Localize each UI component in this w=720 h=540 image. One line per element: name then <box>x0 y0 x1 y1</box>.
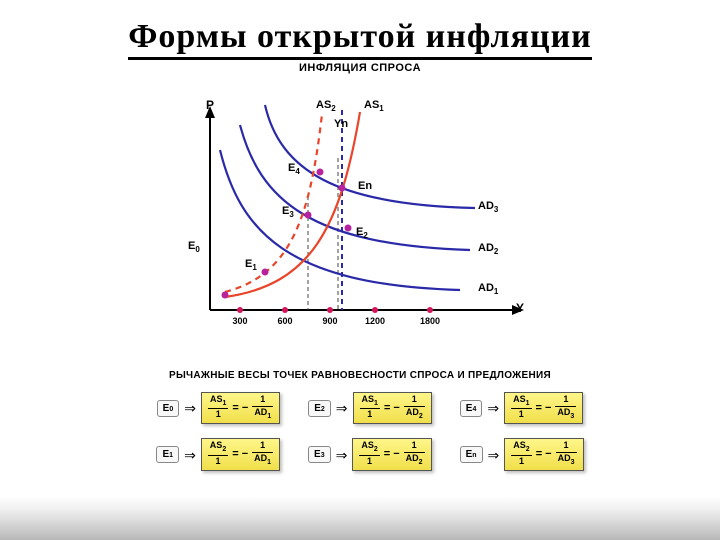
fraction: AS11 <box>511 395 531 420</box>
arrow-icon: ⇒ <box>336 401 348 415</box>
eq-label-E2: E2 <box>356 226 368 240</box>
as-label-AS2: AS2 <box>316 99 336 113</box>
eq-label-En: En <box>358 180 372 192</box>
x-tick-1800: 1800 <box>415 316 445 326</box>
equals-text: = − <box>228 448 252 460</box>
fraction: 1AD2 <box>404 395 425 420</box>
formula-point-label: E0 <box>157 400 180 417</box>
chart-svg <box>170 100 550 350</box>
page-title: Формы открытой инфляции <box>0 0 720 56</box>
formula-point-label: En <box>460 446 483 463</box>
arrow-icon: ⇒ <box>184 448 196 462</box>
formula-box: AS11= −1AD1 <box>201 392 280 424</box>
x-axis-label: Y <box>516 301 524 315</box>
formula-row-1: E1⇒AS21= −1AD1E3⇒AS21= −1AD2En⇒AS21= −1A… <box>90 438 650 470</box>
formula-E1: E1 ⇒ AS21= −1AD1 <box>156 438 280 470</box>
formula-row-0: E0⇒AS11= −1AD1E2⇒AS11= −1AD2E4⇒AS11= −1A… <box>90 392 650 424</box>
fraction: AS11 <box>208 395 228 420</box>
formula-box: AS11= −1AD3 <box>504 392 583 424</box>
formula-grid: E0⇒AS11= −1AD1E2⇒AS11= −1AD2E4⇒AS11= −1A… <box>90 392 650 485</box>
fraction: AS21 <box>208 441 228 466</box>
balance-title: РЫЧАЖНЫЕ ВЕСЫ ТОЧЕК РАВНОВЕСНОСТИ СПРОСА… <box>0 370 720 381</box>
arrow-icon: ⇒ <box>488 448 500 462</box>
equals-text: = − <box>380 402 404 414</box>
formula-E0: E0 ⇒ AS11= −1AD1 <box>157 392 281 424</box>
formula-point-label: E1 <box>156 446 179 463</box>
fraction: AS11 <box>360 395 380 420</box>
formula-box: AS11= −1AD2 <box>353 392 432 424</box>
formula-point-label: E3 <box>308 446 331 463</box>
fraction: 1AD2 <box>404 441 425 466</box>
ad-label-AD3: AD3 <box>478 200 498 214</box>
equals-text: = − <box>228 402 252 414</box>
fraction: AS21 <box>359 441 379 466</box>
formula-box: AS21= −1AD1 <box>201 438 280 470</box>
eq-label-E3: E3 <box>282 205 294 219</box>
equals-text: = − <box>380 448 404 460</box>
x-tick-900: 900 <box>315 316 345 326</box>
x-tick-1200: 1200 <box>360 316 390 326</box>
ad-label-AD1: AD1 <box>478 282 498 296</box>
equals-text: = − <box>532 448 556 460</box>
fraction: 1AD1 <box>252 441 273 466</box>
eq-label-E1: E1 <box>245 258 257 272</box>
formula-point-label: E2 <box>308 400 331 417</box>
eq-label-E4: E4 <box>288 162 300 176</box>
equals-text: = − <box>532 402 556 414</box>
eq-label-E0: E0 <box>188 240 200 254</box>
page-title-text: Формы открытой инфляции <box>128 18 592 60</box>
x-tick-300: 300 <box>225 316 255 326</box>
arrow-icon: ⇒ <box>184 401 196 415</box>
slide-bottom-shadow <box>0 496 720 540</box>
fraction: 1AD3 <box>555 395 576 420</box>
chart-subtitle: ИНФЛЯЦИЯ СПРОСА <box>0 62 720 74</box>
x-tick-600: 600 <box>270 316 300 326</box>
formula-E2: E2 ⇒ AS11= −1AD2 <box>308 392 432 424</box>
y-axis-label: P <box>206 98 214 112</box>
formula-E3: E3 ⇒ AS21= −1AD2 <box>308 438 432 470</box>
demand-inflation-chart: P Y AD1 AD2 AD3 AS1 AS2 Yn E0 E1 E2 E3 E4 En 300 600… <box>170 100 550 350</box>
formula-E4: E4 ⇒ AS11= −1AD3 <box>460 392 584 424</box>
formula-En: En ⇒ AS21= −1AD3 <box>460 438 584 470</box>
yn-label: Yn <box>334 118 348 130</box>
arrow-icon: ⇒ <box>336 448 348 462</box>
fraction: 1AD3 <box>556 441 577 466</box>
ad-label-AD2: AD2 <box>478 242 498 256</box>
slide: Формы открытой инфляции ИНФЛЯЦИЯ СПРОСА … <box>0 0 720 540</box>
formula-box: AS21= −1AD2 <box>352 438 431 470</box>
formula-point-label: E4 <box>460 400 483 417</box>
formula-box: AS21= −1AD3 <box>504 438 583 470</box>
as-label-AS1: AS1 <box>364 99 384 113</box>
fraction: 1AD1 <box>252 395 273 420</box>
arrow-icon: ⇒ <box>487 401 499 415</box>
fraction: AS21 <box>511 441 531 466</box>
